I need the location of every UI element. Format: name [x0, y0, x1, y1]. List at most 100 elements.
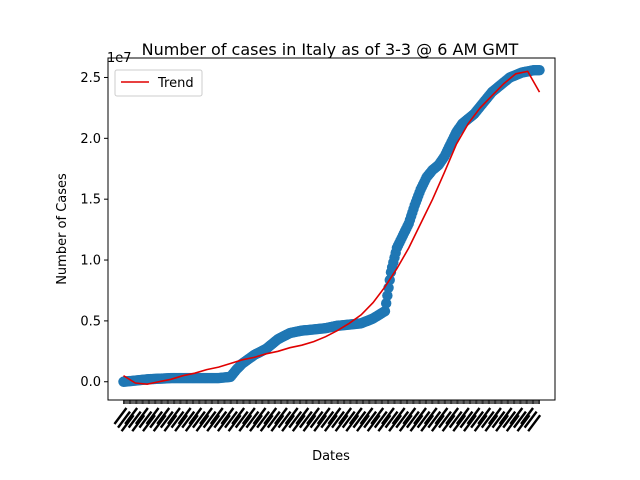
x-tick-label-glyph [473, 414, 488, 432]
x-tick-label-glyph [234, 410, 249, 429]
x-tick-label-glyph [520, 407, 534, 425]
scatter-point [380, 298, 392, 309]
x-tick-label-glyph [512, 410, 527, 429]
x-tick-label-glyph [138, 410, 153, 429]
x-tick-label-glyph [356, 414, 370, 432]
x-tick-label-glyph [405, 410, 420, 429]
x-tick-label-glyph [384, 410, 399, 429]
x-tick-label-glyph [249, 414, 263, 432]
x-tick-label-glyph [209, 407, 224, 425]
x-tick-label-glyph [341, 410, 356, 429]
x-tick-label-glyph [438, 410, 452, 429]
x-tick-label-glyph [320, 410, 335, 429]
x-tick-label-glyph [527, 414, 542, 432]
x-tick-label-glyph [370, 407, 385, 425]
x-tick-label-glyph [427, 410, 442, 429]
x-tick-label-glyph [166, 407, 181, 425]
x-tick-label-glyph [127, 410, 142, 429]
y-axis-ticks: 0.0 0.5 1.0 1.5 2.0 2.5 [80, 71, 108, 390]
x-tick-label-glyph [452, 414, 467, 432]
x-tick-label-glyph [480, 410, 495, 429]
x-tick-label-glyph [259, 414, 274, 432]
x-tick-label-glyph [409, 414, 424, 432]
y-axis-label: Number of Cases [55, 173, 70, 285]
x-tick-label-glyph [420, 414, 435, 432]
x-tick-label-glyph [298, 410, 313, 429]
x-tick-label-glyph [263, 407, 278, 425]
x-tick-label-glyph [252, 407, 267, 425]
x-tick-label-glyph [199, 407, 214, 425]
x-tick-label-glyph [348, 407, 363, 425]
x-tick-label-glyph [291, 414, 306, 432]
x-tick-label-glyph [302, 414, 317, 432]
x-tick-label-glyph [441, 414, 456, 432]
x-tick-label-glyph [359, 407, 374, 425]
scatter-point [379, 305, 391, 317]
x-tick-label-glyph [470, 410, 485, 429]
x-tick-label-glyph [241, 407, 256, 425]
y-tick-label: 0.0 [80, 375, 101, 390]
x-tick-label-glyph [227, 414, 242, 432]
x-tick-label-glyph [273, 407, 288, 425]
y-tick-label: 1.0 [80, 254, 101, 269]
x-tick-label-glyph [238, 414, 253, 432]
x-tick-label-glyph [363, 410, 378, 429]
x-tick-label-glyph [491, 410, 506, 429]
x-tick-label-glyph [191, 410, 206, 429]
x-tick-label-glyph [156, 407, 171, 425]
x-tick-label-glyph [523, 410, 538, 429]
x-tick-label-glyph [152, 414, 167, 432]
x-tick-label-glyph [170, 410, 185, 429]
x-tick-label-glyph [402, 407, 417, 425]
legend-trend-label: Trend [157, 76, 194, 91]
x-tick-label-glyph [142, 414, 156, 432]
scatter-point [382, 290, 393, 301]
legend-box [114, 69, 203, 97]
x-tick-label-glyph [334, 414, 349, 432]
x-tick-label-glyph [316, 407, 331, 425]
x-tick-label-glyph [120, 414, 135, 432]
plot-area: 0.0 0.5 1.0 1.5 2.0 2.5 [80, 57, 556, 432]
x-tick-label-glyph [174, 414, 189, 432]
x-tick-label-glyph [159, 410, 174, 429]
scatter-series [118, 64, 545, 387]
y-tick-label: 0.5 [80, 314, 101, 329]
x-tick-label-glyph [331, 410, 345, 429]
x-tick-label-glyph [516, 414, 531, 432]
x-tick-label-glyph [213, 410, 228, 429]
x-tick-label-glyph [505, 414, 520, 432]
x-tick-label-glyph [224, 410, 238, 429]
x-tick-label-glyph [416, 410, 431, 429]
x-tick-label-glyph [498, 407, 513, 425]
y-tick-label: 2.5 [80, 71, 101, 86]
x-tick-label-glyph [388, 414, 403, 432]
x-tick-label-glyph [288, 410, 303, 429]
x-tick-label-glyph [284, 407, 299, 425]
x-tick-label-glyph [266, 410, 281, 429]
x-tick-label-glyph [206, 414, 221, 432]
x-tick-label-glyph [430, 414, 445, 432]
x-tick-label-glyph [366, 414, 381, 432]
x-tick-label-glyph [484, 414, 499, 432]
x-tick-label-glyph [184, 414, 199, 432]
x-tick-label-glyph [345, 414, 360, 432]
x-tick-label-glyph [502, 410, 517, 429]
x-tick-label-glyph [131, 414, 146, 432]
x-tick-label-glyph [487, 407, 502, 425]
chart-title: Number of cases in Italy as of 3-3 @ 6 A… [142, 40, 519, 59]
x-tick-label-glyph [145, 407, 160, 425]
x-tick-label-glyph [117, 410, 131, 429]
x-tick-label-glyph [434, 407, 449, 425]
plot-frame [107, 57, 556, 401]
x-tick-label-glyph [124, 407, 139, 425]
x-tick-label-glyph [202, 410, 217, 429]
x-tick-label-glyph [395, 410, 410, 429]
x-tick-label-glyph [281, 414, 296, 432]
x-axis-ticks [113, 400, 542, 432]
x-tick-label-glyph [448, 410, 463, 429]
x-tick-label-glyph [463, 414, 477, 432]
x-tick-label-glyph [277, 410, 292, 429]
legend: Trend [114, 69, 203, 97]
x-tick-label-glyph [163, 414, 178, 432]
x-tick-label-glyph [270, 414, 285, 432]
